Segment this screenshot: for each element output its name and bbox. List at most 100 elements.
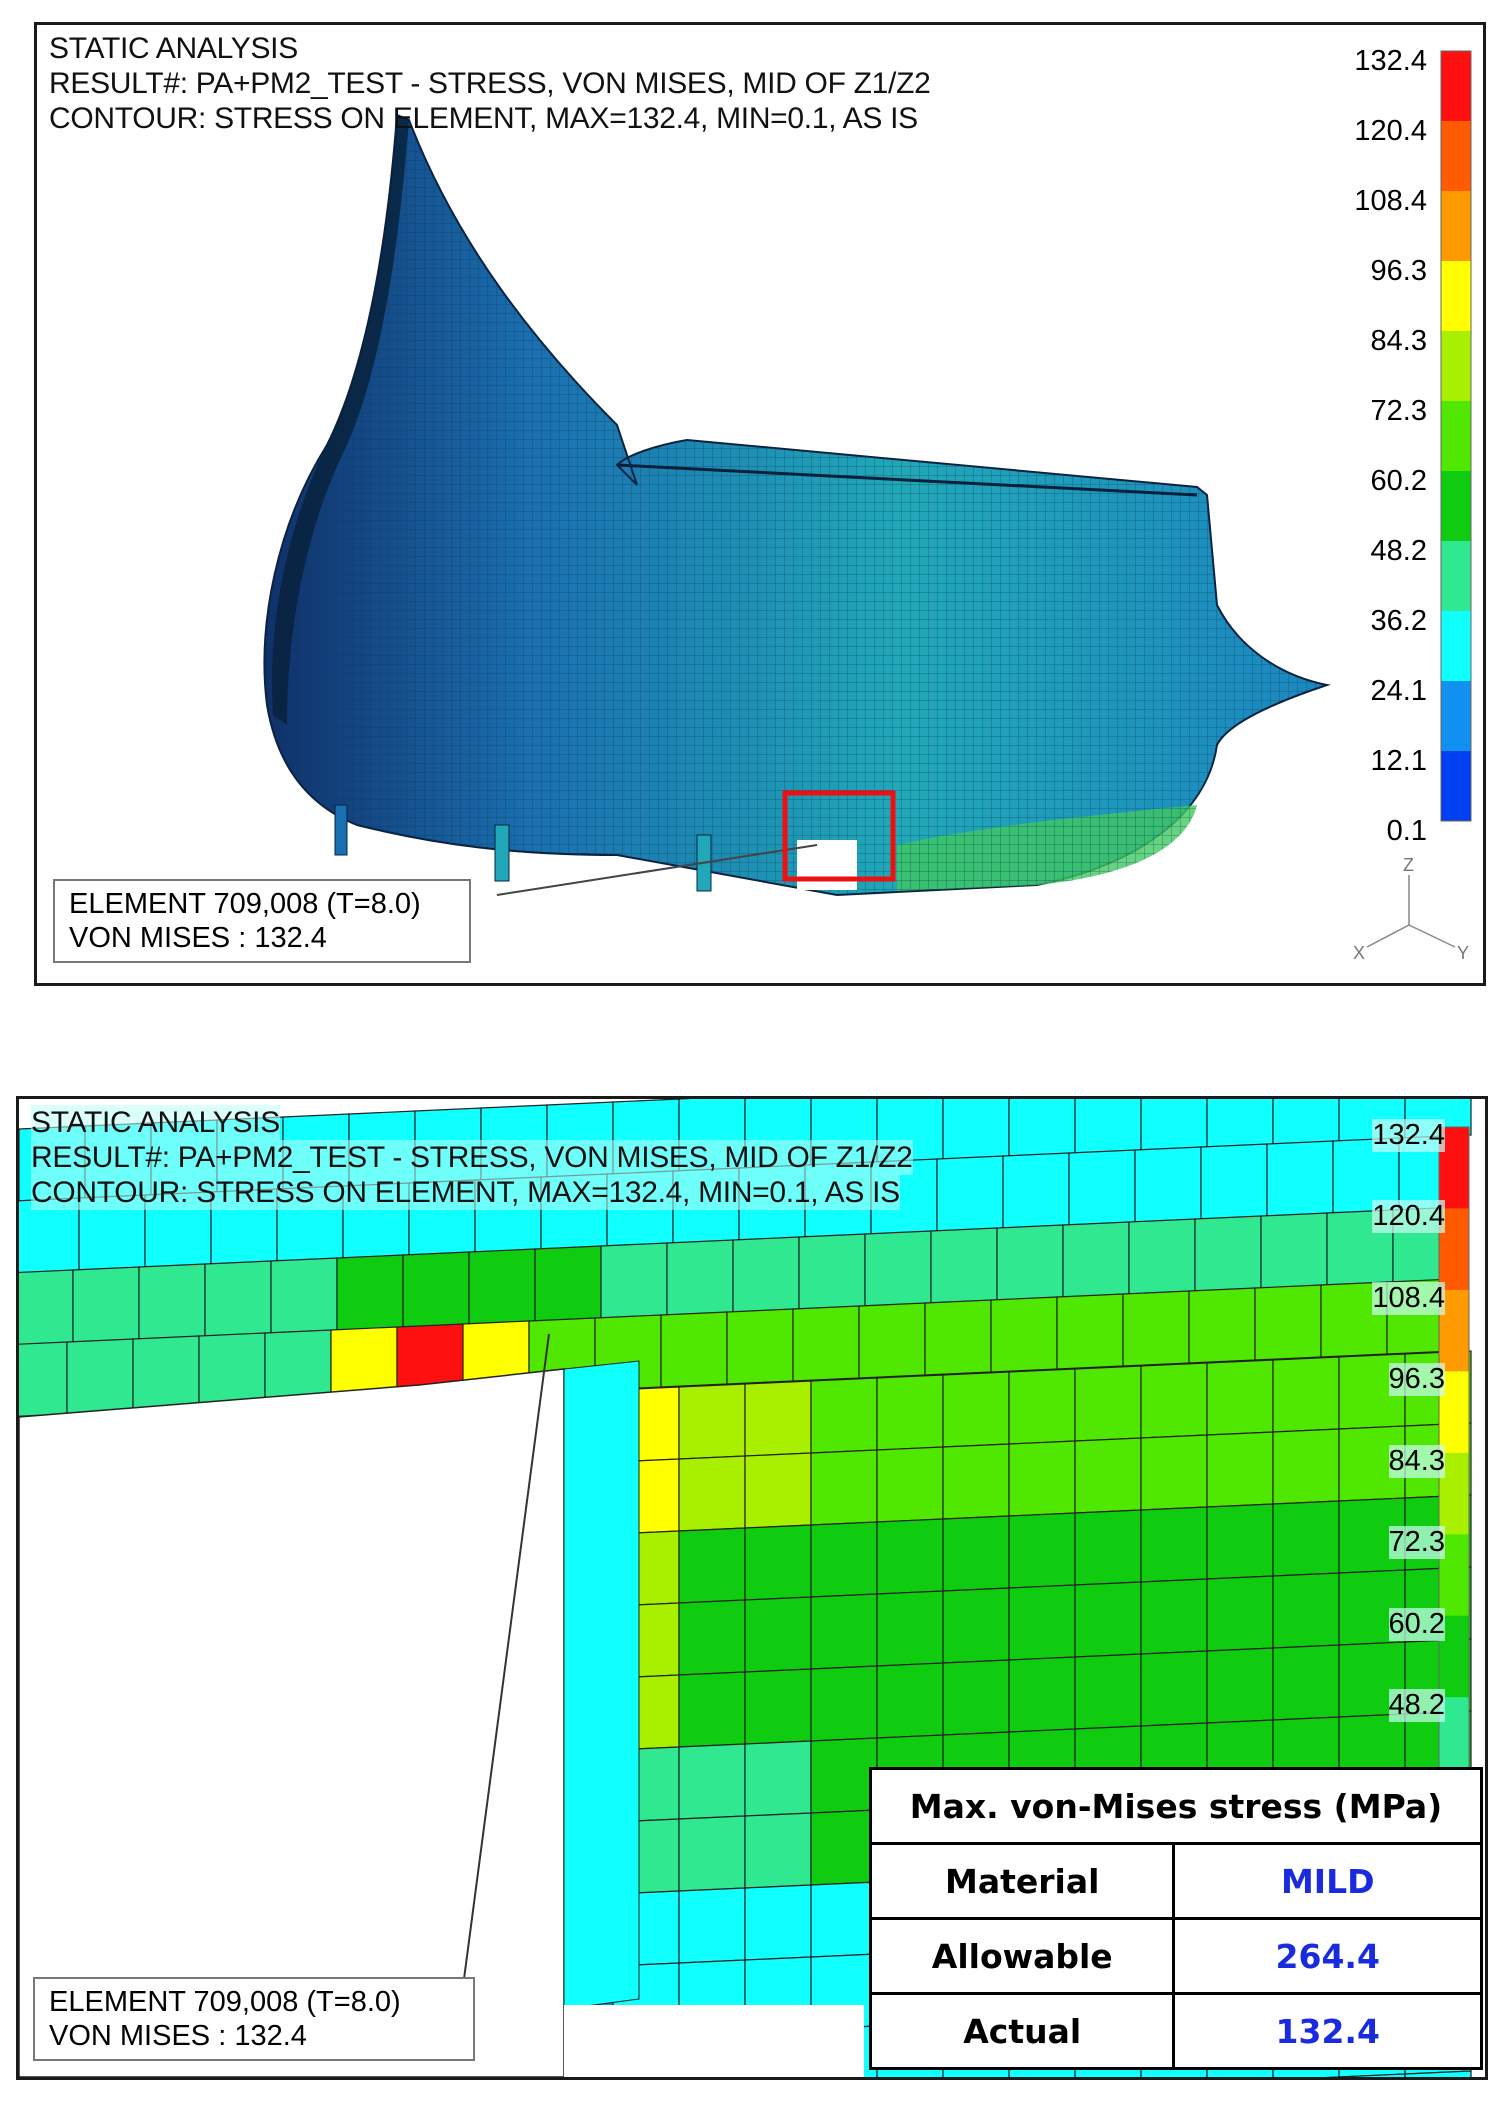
legend-label: 120.4	[1354, 115, 1427, 147]
mesh-element	[1206, 1359, 1274, 1436]
mesh-element	[1008, 1584, 1076, 1661]
mesh-element	[678, 1455, 746, 1532]
mesh-element	[726, 1308, 794, 1385]
mesh-element	[1074, 1509, 1142, 1586]
mesh-element	[744, 1884, 812, 1961]
overview-model-view: Z X Y	[263, 50, 1472, 963]
header-result: RESULT#: PA+PM2_TEST - STRESS, VON MISES…	[49, 67, 931, 100]
mesh-element	[930, 1227, 998, 1304]
mesh-element	[858, 1302, 926, 1379]
legend-swatch	[1441, 751, 1471, 822]
mesh-element	[19, 1269, 74, 1346]
legend-label: 120.4	[1372, 1200, 1445, 1234]
mesh-element	[936, 1155, 1004, 1232]
mesh-element	[1206, 1575, 1274, 1652]
mesh-element	[132, 1335, 200, 1412]
legend-label: 108.4	[1372, 1281, 1445, 1315]
legend-swatch	[1441, 121, 1471, 192]
mesh-element	[563, 1360, 640, 2010]
mesh-element	[1206, 1431, 1274, 1508]
mesh-element	[1140, 1578, 1208, 1655]
allowable-label: Allowable	[868, 1917, 1176, 1995]
legend-label: 72.3	[1388, 1526, 1445, 1560]
mesh-element	[198, 1332, 266, 1409]
mesh-element	[1008, 1512, 1076, 1589]
header-contour: CONTOUR: STRESS ON ELEMENT, MAX=132.4, M…	[49, 102, 918, 135]
results-table-title: Max. von-Mises stress (MPa)	[869, 1767, 1483, 1845]
mesh-element	[66, 1338, 134, 1415]
mesh-element	[996, 1224, 1064, 1301]
legend-label: 96.3	[1388, 1363, 1445, 1397]
mesh-element	[1272, 1644, 1340, 1721]
mesh-element	[876, 1590, 944, 1667]
mesh-element	[1188, 1287, 1256, 1364]
mesh-element	[1008, 1368, 1076, 1445]
legend-color-bar	[1440, 50, 1472, 822]
mesh-element	[1206, 1099, 1274, 1148]
mesh-element	[744, 1812, 812, 1889]
legend-swatch	[1441, 401, 1471, 472]
mesh-element	[1194, 1215, 1262, 1292]
mesh-element	[468, 1248, 536, 1325]
mesh-element	[942, 1099, 1010, 1160]
legend-label: 72.3	[1370, 395, 1427, 427]
mesh-element	[270, 1257, 338, 1334]
axis-label-y: Y	[1457, 943, 1469, 963]
mesh-element	[19, 1341, 68, 1417]
mesh-element	[942, 1443, 1010, 1520]
element-info-box: ELEMENT 709,008 (T=8.0) VON MISES : 132.…	[53, 879, 471, 963]
header-analysis-type: STATIC ANALYSIS	[49, 32, 298, 65]
mesh-element	[1254, 1284, 1322, 1361]
hull-model	[263, 113, 1331, 897]
mesh-element	[678, 1671, 746, 1748]
legend-swatch	[1441, 681, 1471, 752]
mesh-element	[744, 1668, 812, 1745]
mesh-element	[678, 1383, 746, 1460]
mesh-element	[1272, 1356, 1340, 1433]
mesh-element	[678, 1527, 746, 1604]
mesh-element	[876, 1374, 944, 1451]
legend-swatch	[1441, 331, 1471, 402]
legend-label: 24.1	[1370, 675, 1427, 707]
legend-label: 36.2	[1370, 605, 1427, 637]
mesh-element	[1206, 1503, 1274, 1580]
legend-label: 60.2	[1388, 1607, 1445, 1641]
actual-value: 132.4	[1172, 1992, 1483, 2070]
mesh-element	[990, 1296, 1058, 1373]
mesh-element	[810, 1593, 878, 1670]
legend-swatch	[1441, 541, 1471, 612]
mesh-element	[1002, 1152, 1070, 1229]
mesh-element	[600, 1242, 668, 1319]
mesh-element	[678, 1599, 746, 1676]
zoomed-viewport[interactable]: STATIC ANALYSIS RESULT#: PA+PM2_TEST - S…	[16, 1096, 1488, 2080]
mesh-element	[810, 1521, 878, 1598]
header-contour: CONTOUR: STRESS ON ELEMENT, MAX=132.4, M…	[31, 1175, 900, 1210]
mesh-element	[678, 1815, 746, 1892]
legend-label: 132.4	[1372, 1119, 1445, 1152]
legend-label: 108.4	[1354, 185, 1427, 217]
mesh-element	[1074, 1437, 1142, 1514]
mesh-element	[744, 1380, 812, 1457]
legend-swatch	[1441, 611, 1471, 682]
legend-swatch	[1441, 51, 1471, 122]
mesh-element	[138, 1263, 206, 1340]
mesh-element	[810, 1665, 878, 1742]
void-region	[19, 1368, 565, 2077]
mesh-element	[792, 1305, 860, 1382]
mesh-element	[810, 1377, 878, 1454]
mesh-element	[1140, 1434, 1208, 1511]
legend-label: 84.3	[1388, 1444, 1445, 1478]
von-mises-value-label: VON MISES : 132.4	[49, 2020, 307, 2052]
overview-viewport[interactable]: Z X Y STATIC ANALYSIS RESULT#: PA+PM2_TE…	[34, 22, 1486, 986]
mesh-element	[1074, 1581, 1142, 1658]
mesh-element	[1200, 1143, 1268, 1220]
legend-label: 48.2	[1388, 1689, 1445, 1723]
mesh-element	[744, 1740, 812, 1817]
mesh-element	[1128, 1218, 1196, 1295]
mesh-element	[876, 1446, 944, 1523]
legend-swatch	[1441, 261, 1471, 332]
mesh-element	[402, 1251, 470, 1328]
axis-label-z: Z	[1403, 855, 1414, 875]
legend-label: 12.1	[1370, 745, 1427, 777]
mesh-element	[1260, 1212, 1328, 1289]
